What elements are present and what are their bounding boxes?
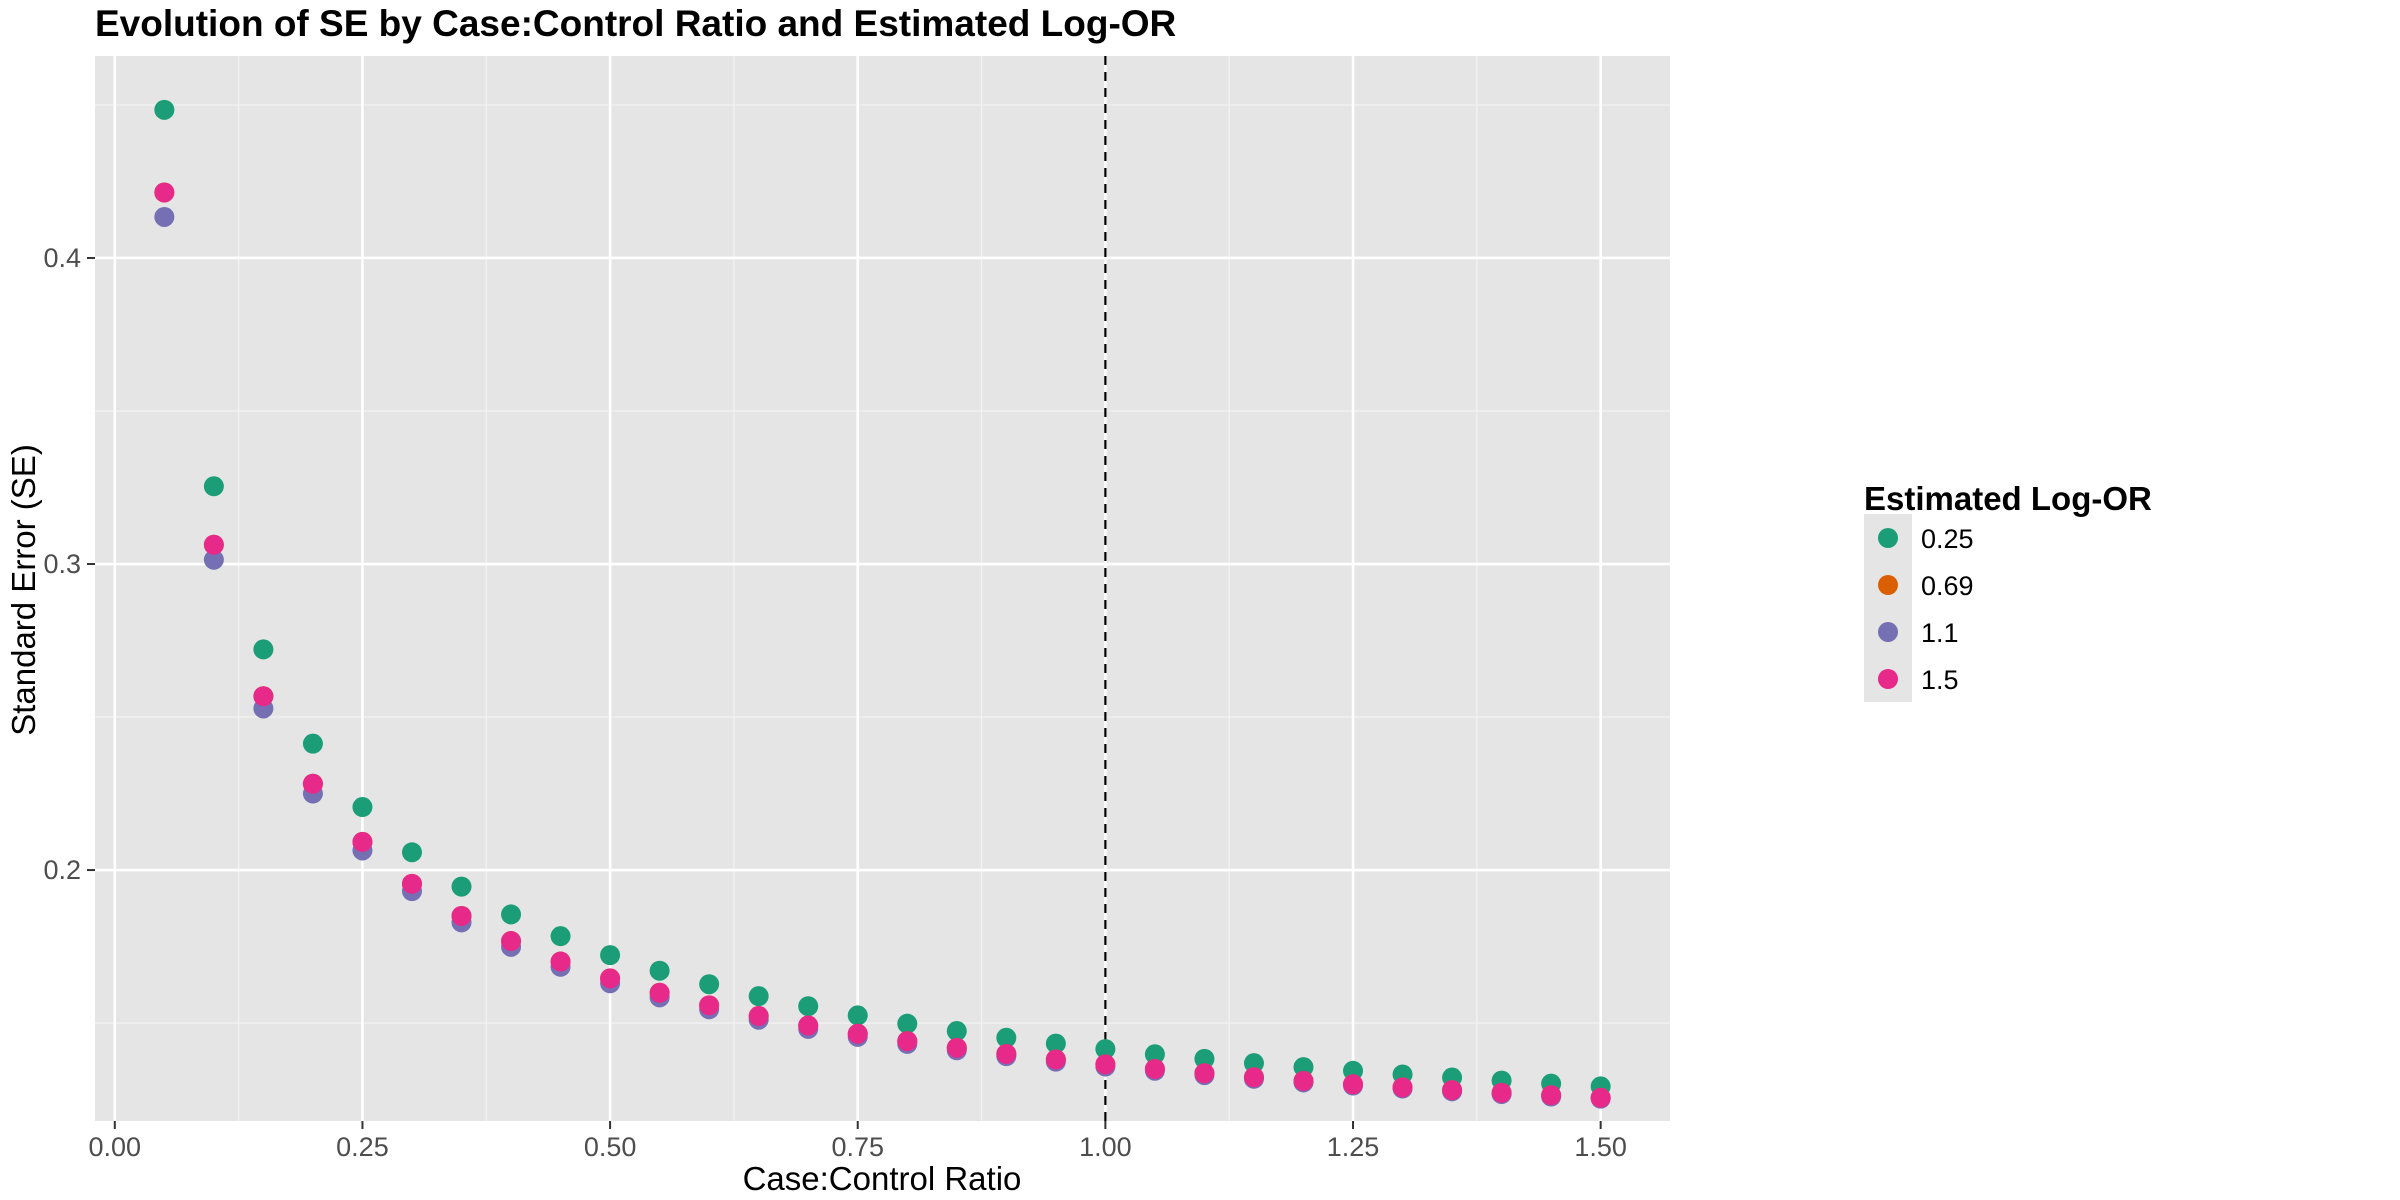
point-1-5-11: [699, 995, 720, 1016]
point-0-25-22: [1243, 1053, 1264, 1074]
point-1-5-4: [352, 831, 373, 852]
data-points: [154, 99, 1611, 1109]
point-1-5-17: [996, 1043, 1017, 1064]
point-0-25-4: [352, 797, 373, 818]
point-1-5-22: [1243, 1067, 1264, 1088]
legend-title: Estimated Log-OR: [1864, 480, 2152, 517]
point-0-25-7: [501, 904, 522, 925]
point-1-5-24: [1343, 1074, 1364, 1095]
point-1-5-6: [451, 905, 472, 926]
legend-label-1-1: 1.1: [1921, 618, 1959, 648]
y-axis-title: Standard Error (SE): [5, 444, 42, 736]
y-tick-label: 0.4: [43, 243, 81, 273]
x-axis-title: Case:Control Ratio: [743, 1160, 1022, 1197]
point-1-5-15: [897, 1031, 918, 1052]
point-0-25-11: [699, 974, 720, 995]
point-0-25-17: [996, 1027, 1017, 1048]
grid-minor: [95, 56, 1670, 1121]
point-1-5-7: [501, 931, 522, 952]
point-0-25-1: [203, 476, 224, 497]
point-0-25-8: [550, 926, 571, 947]
point-1-1-0: [154, 206, 175, 227]
series-0-25: [154, 99, 1611, 1097]
y-tick-label: 0.2: [43, 855, 81, 885]
x-tick-label: 1.25: [1327, 1132, 1380, 1162]
point-1-5-5: [401, 873, 422, 894]
point-0-25-12: [748, 986, 769, 1007]
point-1-5-20: [1144, 1058, 1165, 1079]
x-tick-label: 0.75: [831, 1132, 884, 1162]
point-0-25-20: [1144, 1044, 1165, 1065]
point-0-25-6: [451, 876, 472, 897]
point-1-5-13: [798, 1015, 819, 1036]
point-0-25-23: [1293, 1057, 1314, 1078]
legend-label-0-25: 0.25: [1921, 524, 1974, 554]
point-1-5-27: [1491, 1082, 1512, 1103]
legend-key-0-69: [1878, 575, 1898, 595]
y-tick-label: 0.3: [43, 549, 81, 579]
x-axis: 0.00 0.25 0.50 0.75 1.00 1.25 1.50: [89, 1121, 1627, 1162]
point-1-5-3: [302, 773, 323, 794]
point-1-5-14: [847, 1023, 868, 1044]
point-1-5-28: [1541, 1085, 1562, 1106]
point-0-25-18: [1045, 1033, 1066, 1054]
legend: Estimated Log-OR 0.25 0.69 1.1 1.5: [1864, 480, 2152, 702]
point-1-5-1: [203, 534, 224, 555]
point-1-5-10: [649, 982, 670, 1003]
point-1-5-29: [1590, 1087, 1611, 1108]
point-0-25-2: [253, 639, 274, 660]
point-0-25-21: [1194, 1048, 1215, 1069]
point-0-25-10: [649, 960, 670, 981]
point-1-5-8: [550, 951, 571, 972]
point-0-25-16: [946, 1021, 967, 1042]
x-tick-label: 1.50: [1574, 1132, 1627, 1162]
series-1-5: [154, 182, 1611, 1108]
point-1-1-1: [203, 549, 224, 570]
point-1-5-12: [748, 1006, 769, 1027]
legend-key-1-5: [1878, 669, 1898, 689]
x-tick-label: 1.00: [1079, 1132, 1132, 1162]
point-0-25-3: [302, 733, 323, 754]
point-1-5-23: [1293, 1070, 1314, 1091]
y-axis: 0.2 0.3 0.4: [43, 243, 95, 885]
legend-key-0-25: [1878, 528, 1898, 548]
point-1-5-19: [1095, 1054, 1116, 1075]
point-0-25-15: [897, 1013, 918, 1034]
x-tick-label: 0.00: [89, 1132, 142, 1162]
point-0-25-0: [154, 99, 175, 120]
point-1-5-9: [600, 968, 621, 989]
point-1-5-2: [253, 686, 274, 707]
point-1-5-26: [1442, 1080, 1463, 1101]
plot-panel: [95, 56, 1670, 1121]
x-tick-label: 0.50: [584, 1132, 637, 1162]
point-1-5-21: [1194, 1063, 1215, 1084]
point-1-5-0: [154, 182, 175, 203]
point-0-25-13: [798, 996, 819, 1017]
chart-title: Evolution of SE by Case:Control Ratio an…: [95, 3, 1176, 44]
point-1-5-16: [946, 1037, 967, 1058]
point-1-5-18: [1045, 1049, 1066, 1070]
grid-major: [95, 56, 1670, 1121]
point-0-25-5: [401, 842, 422, 863]
legend-label-0-69: 0.69: [1921, 571, 1974, 601]
point-0-25-19: [1095, 1039, 1116, 1060]
x-tick-label: 0.25: [336, 1132, 389, 1162]
point-1-5-25: [1392, 1077, 1413, 1098]
point-0-25-9: [600, 945, 621, 966]
legend-key-1-1: [1878, 622, 1898, 642]
legend-label-1-5: 1.5: [1921, 665, 1959, 695]
point-0-25-14: [847, 1005, 868, 1026]
